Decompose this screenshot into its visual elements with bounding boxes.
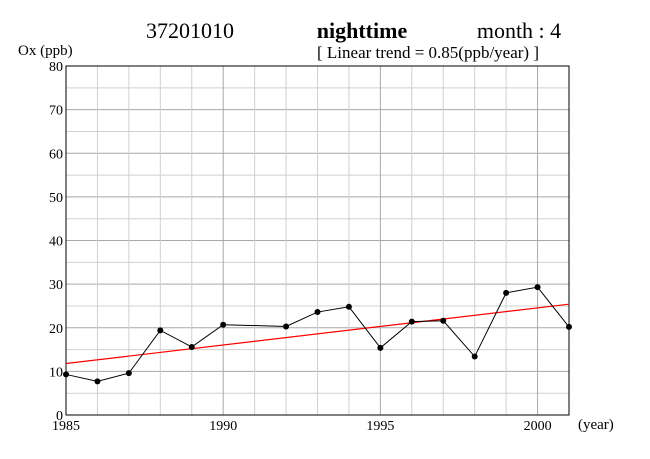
data-point [125,370,132,377]
plot-frame [65,65,570,416]
station-id: 37201010 [146,18,234,43]
y-tick-label: 80 [49,60,63,75]
y-tick-label: 50 [49,191,63,206]
y-tick-label: 70 [49,104,63,119]
y-tick-label: 20 [49,322,63,337]
y-axis-label: Ox (ppb) [18,43,73,59]
data-point [220,321,227,328]
x-tick-label: 1985 [52,419,80,434]
data-point [503,289,510,296]
data-point [408,318,415,325]
data-point [188,343,195,350]
trend-line [65,303,570,365]
series-line [65,286,570,382]
data-point [157,327,164,334]
month-label: month : 4 [477,18,561,43]
x-axis-label: (year) [578,417,614,433]
y-tick-label: 10 [49,365,63,380]
data-point [566,323,572,330]
data-point [534,284,541,291]
period-label: nighttime [317,18,408,43]
y-tick-label: 30 [49,278,63,293]
x-tick-label: 1995 [366,419,394,434]
data-point [440,317,447,324]
data-point [471,353,478,360]
y-tick-label: 40 [49,235,63,250]
data-point [314,309,321,316]
y-tick-label: 0 [56,409,63,424]
x-tick-label: 2000 [524,419,552,434]
data-point [63,371,69,378]
data-point [283,323,290,330]
data-points [63,284,572,385]
grid [66,65,569,416]
y-tick-label: 60 [49,147,63,162]
x-tick-label: 1990 [209,419,237,434]
axis-tick-labels: 0 10 20 30 40 50 60 70 80 1985 1990 1995 2000 [49,60,552,434]
trend-label: [ Linear trend = 0.85(ppb/year) ] [317,43,539,62]
data-point [94,378,101,385]
data-point [377,344,384,351]
data-point [345,303,352,310]
